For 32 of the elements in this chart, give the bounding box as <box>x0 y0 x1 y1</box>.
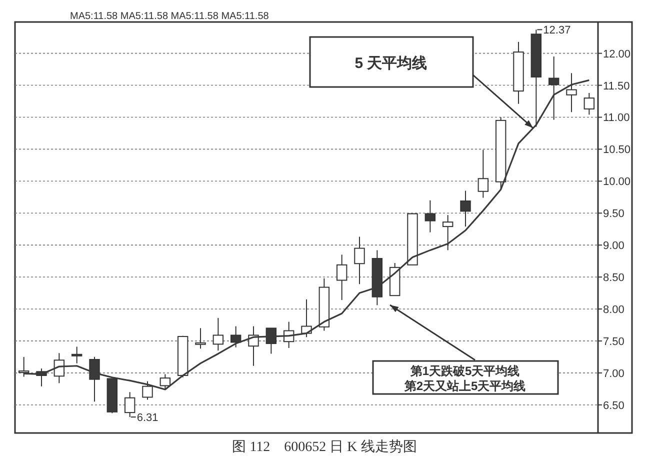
candlestick <box>71 346 82 364</box>
y-tick-label: 7.00 <box>603 368 624 380</box>
y-tick-label: 11.00 <box>603 112 630 124</box>
y-tick-label: 7.50 <box>603 336 624 348</box>
y-tick-label: 8.00 <box>603 304 624 316</box>
candlestick <box>212 317 224 352</box>
y-tick-label: 9.00 <box>603 240 624 252</box>
annotation: 第2天又站上5天平均线 <box>403 379 526 393</box>
y-tick-label: 12.00 <box>603 48 631 60</box>
y-tick-label: 9.50 <box>603 208 624 220</box>
caption: 图 112 600652 日 K 线走势图 <box>232 439 417 455</box>
annotation: 第1天跌破5天平均线 <box>409 364 520 378</box>
annotation: 5 天平均线 <box>354 55 428 72</box>
candlestick <box>266 328 277 354</box>
annotation: 6.31 <box>136 412 158 424</box>
candlestick <box>478 149 489 198</box>
y-tick-label: 10.00 <box>603 176 631 188</box>
text: MA5:11.58 MA5:11.58 MA5:11.58 MA5:11.58 <box>70 11 270 22</box>
candlestick <box>442 214 454 251</box>
candlestick <box>584 92 595 116</box>
y-tick-label: 11.50 <box>603 80 630 92</box>
candlestick <box>195 328 206 350</box>
y-tick-label: 8.50 <box>603 272 624 284</box>
candlestick <box>354 236 365 285</box>
candlestick <box>230 326 242 348</box>
candlestick <box>460 190 471 228</box>
candlestick <box>124 392 136 418</box>
y-tick-label: 10.50 <box>603 144 631 156</box>
candlestick <box>424 200 436 233</box>
y-tick-label: 6.50 <box>603 400 624 412</box>
annotation: 12.37 <box>543 24 571 37</box>
candlestick <box>336 254 348 301</box>
